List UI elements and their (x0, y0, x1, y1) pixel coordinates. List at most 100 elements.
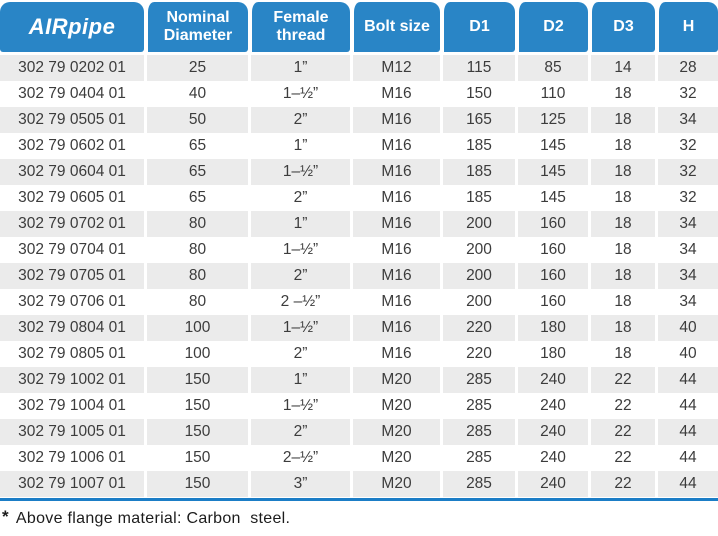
cell-d3: 22 (588, 393, 655, 419)
cell-thread: 2” (248, 107, 350, 133)
column-header-d3: D3 (588, 2, 655, 52)
cell-part: 302 79 0704 01 (18, 241, 126, 258)
cell-d2: 240 (515, 445, 588, 471)
table-row: 302 79 1004 01 150 1–½” M20 285 240 22 44 (0, 393, 718, 419)
cell-d3: 18 (588, 237, 655, 263)
cell-bolt: M20 (350, 419, 440, 445)
table-body: 302 79 0202 01 25 1” M12 115 85 14 28 302 79 040… (0, 55, 718, 497)
table-row: 302 79 1002 01 150 1” M20 285 240 22 44 (0, 367, 718, 393)
cell-h: 32 (655, 159, 718, 185)
cell-d3: 14 (588, 55, 655, 81)
cell-nominal: 80 (144, 263, 248, 289)
brand-logo-air: AIR (28, 14, 69, 40)
cell-part: 302 79 0604 01 (0, 159, 144, 185)
cell-d1: 220 (440, 341, 515, 367)
cell-h: 32 (655, 81, 718, 107)
cell-d2: 240 (515, 419, 588, 445)
cell-d1: 185 (440, 185, 515, 211)
cell-part: 302 79 1002 01 (0, 367, 144, 393)
footnote-text: Above flange material: Carbon steel. (15, 510, 291, 527)
cell-part: 302 79 0202 01 (0, 55, 144, 81)
cell-d2: 160 (515, 289, 588, 315)
cell-d3: 18 (588, 263, 655, 289)
cell-bolt: M16 (350, 81, 440, 107)
table-row: 302 79 0202 01 25 1” M12 115 85 14 28 (0, 55, 718, 81)
cell-part: 302 79 0706 01 (18, 293, 126, 310)
cell-part: 302 79 1007 01 (0, 471, 144, 497)
cell-thread: 1–½” (248, 159, 350, 185)
cell-thread: 2–½” (248, 445, 350, 471)
cell-d1: 285 (440, 471, 515, 497)
cell-d1: 285 (440, 419, 515, 445)
cell-bolt: M16 (350, 211, 440, 237)
flange-spec-table: AIR pipe Nominal Diameter Female thread B… (0, 2, 718, 501)
table-row: 302 79 0404 01 40 1–½” M16 150 110 18 32 (0, 81, 718, 107)
column-header-female-thread: Female thread (248, 2, 350, 52)
cell-h: 44 (655, 471, 718, 497)
cell-d3: 22 (588, 471, 655, 497)
table-row: 302 79 0705 01 80 2” M16 200 160 18 34 (0, 263, 718, 289)
cell-d1: 220 (440, 315, 515, 341)
cell-nominal: 150 (144, 367, 248, 393)
cell-d3: 18 (588, 107, 655, 133)
cell-bolt: M20 (350, 367, 440, 393)
cell-h: 28 (655, 55, 718, 81)
cell-d3: 22 (588, 445, 655, 471)
column-header-h: H (655, 2, 718, 52)
table-row: 302 79 0702 01 80 1” M16 200 160 18 34 (0, 211, 718, 237)
cell-bolt: M20 (350, 445, 440, 471)
cell-d2: 240 (515, 367, 588, 393)
cell-d2: 125 (515, 107, 588, 133)
cell-d1: 200 (440, 237, 515, 263)
footnote-asterisk: * (2, 507, 9, 526)
cell-part: 302 79 1004 01 (18, 397, 126, 414)
cell-h: 34 (655, 263, 718, 289)
cell-part: 302 79 0505 01 (0, 107, 144, 133)
cell-d3: 18 (588, 315, 655, 341)
cell-thread: 1–½” (248, 315, 350, 341)
cell-d2: 180 (515, 341, 588, 367)
cell-part: 302 79 0404 01 (18, 85, 126, 102)
cell-nominal: 150 (144, 471, 248, 497)
cell-part: 302 79 0602 01 (18, 137, 126, 154)
cell-bolt: M16 (350, 315, 440, 341)
cell-nominal: 150 (144, 445, 248, 471)
cell-bolt: M20 (350, 471, 440, 497)
cell-d2: 160 (515, 211, 588, 237)
table-row: 302 79 0704 01 80 1–½” M16 200 160 18 34 (0, 237, 718, 263)
cell-d3: 18 (588, 185, 655, 211)
cell-d1: 185 (440, 133, 515, 159)
cell-d2: 145 (515, 159, 588, 185)
cell-d2: 145 (515, 133, 588, 159)
table-row: 302 79 0505 01 50 2” M16 165 125 18 34 (0, 107, 718, 133)
cell-bolt: M16 (350, 107, 440, 133)
cell-h: 32 (655, 133, 718, 159)
table-row: 302 79 0805 01 100 2” M16 220 180 18 40 (0, 341, 718, 367)
cell-nominal: 150 (144, 419, 248, 445)
cell-thread: 1–½” (248, 81, 350, 107)
cell-part: 302 79 0805 01 (18, 345, 126, 362)
cell-d1: 150 (440, 81, 515, 107)
cell-h: 34 (655, 211, 718, 237)
table-row: 302 79 1005 01 150 2” M20 285 240 22 44 (0, 419, 718, 445)
cell-d1: 285 (440, 445, 515, 471)
cell-nominal: 40 (144, 81, 248, 107)
table-header-row: AIR pipe Nominal Diameter Female thread B… (0, 2, 718, 52)
cell-thread: 2 –½” (248, 289, 350, 315)
cell-part: 302 79 1005 01 (0, 419, 144, 445)
cell-d1: 200 (440, 289, 515, 315)
cell-h: 34 (655, 237, 718, 263)
brand-logo-pipe: pipe (68, 14, 116, 40)
cell-thread: 2” (248, 185, 350, 211)
cell-nominal: 50 (144, 107, 248, 133)
cell-nominal: 65 (144, 159, 248, 185)
cell-nominal: 65 (144, 133, 248, 159)
cell-thread: 3” (248, 471, 350, 497)
cell-h: 44 (655, 393, 718, 419)
cell-bolt: M16 (350, 159, 440, 185)
column-header-nominal-diameter: Nominal Diameter (144, 2, 248, 52)
cell-nominal: 80 (144, 211, 248, 237)
table-row: 302 79 0602 01 65 1” M16 185 145 18 32 (0, 133, 718, 159)
cell-bolt: M16 (350, 185, 440, 211)
